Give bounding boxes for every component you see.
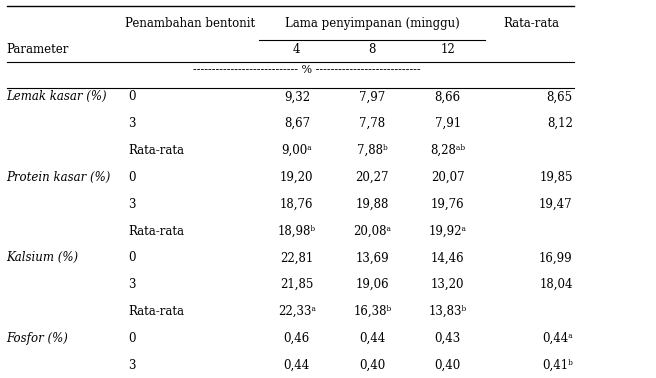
Text: 0: 0 [128, 90, 135, 103]
Text: 19,47: 19,47 [539, 198, 573, 211]
Text: 22,33ᵃ: 22,33ᵃ [278, 305, 316, 318]
Text: 0: 0 [128, 251, 135, 264]
Text: 19,76: 19,76 [431, 198, 464, 211]
Text: 8,28ᵃᵇ: 8,28ᵃᵇ [430, 144, 465, 157]
Text: 3: 3 [128, 117, 135, 130]
Text: 8,65: 8,65 [546, 90, 573, 103]
Text: 20,08ᵃ: 20,08ᵃ [354, 225, 391, 237]
Text: 19,06: 19,06 [356, 278, 389, 291]
Text: Fosfor (%): Fosfor (%) [7, 332, 68, 345]
Text: 19,92ᵃ: 19,92ᵃ [429, 225, 466, 237]
Text: 0: 0 [128, 171, 135, 184]
Text: 22,81: 22,81 [280, 251, 314, 264]
Text: 8: 8 [369, 43, 376, 56]
Text: 0,44: 0,44 [359, 332, 386, 345]
Text: Protein kasar (%): Protein kasar (%) [7, 171, 111, 184]
Text: 0,43: 0,43 [434, 332, 461, 345]
Text: 7,91: 7,91 [435, 117, 461, 130]
Text: 7,97: 7,97 [359, 90, 386, 103]
Text: 0,46: 0,46 [283, 332, 310, 345]
Text: 14,46: 14,46 [431, 251, 464, 264]
Text: 19,20: 19,20 [280, 171, 314, 184]
Text: 0: 0 [128, 332, 135, 345]
Text: 7,88ᵇ: 7,88ᵇ [357, 144, 388, 157]
Text: 3: 3 [128, 359, 135, 372]
Text: 19,88: 19,88 [356, 198, 389, 211]
Text: 12: 12 [440, 43, 455, 56]
Text: 9,00ᵃ: 9,00ᵃ [281, 144, 312, 157]
Text: 0,40: 0,40 [359, 359, 386, 372]
Text: 0,41ᵇ: 0,41ᵇ [542, 359, 573, 372]
Text: 9,32: 9,32 [284, 90, 310, 103]
Text: 18,04: 18,04 [539, 278, 573, 291]
Text: 13,83ᵇ: 13,83ᵇ [428, 305, 467, 318]
Text: 7,78: 7,78 [359, 117, 385, 130]
Text: 16,99: 16,99 [539, 251, 573, 264]
Text: 0,44: 0,44 [283, 359, 310, 372]
Text: 3: 3 [128, 198, 135, 211]
Text: Penambahan bentonit: Penambahan bentonit [125, 17, 255, 30]
Text: Rata-rata: Rata-rata [128, 225, 184, 237]
Text: Rata-rata: Rata-rata [128, 144, 184, 157]
Text: 18,98ᵇ: 18,98ᵇ [277, 225, 316, 237]
Text: 18,76: 18,76 [280, 198, 314, 211]
Text: 13,20: 13,20 [431, 278, 464, 291]
Text: Kalsium (%): Kalsium (%) [7, 251, 79, 264]
Text: Rata-rata: Rata-rata [503, 17, 560, 30]
Text: Parameter: Parameter [7, 43, 69, 56]
Text: 0,40: 0,40 [434, 359, 461, 372]
Text: 20,07: 20,07 [431, 171, 464, 184]
Text: 16,38ᵇ: 16,38ᵇ [353, 305, 392, 318]
Text: Lama penyimpanan (minggu): Lama penyimpanan (minggu) [285, 17, 460, 30]
Text: 8,67: 8,67 [284, 117, 310, 130]
Text: Lemak kasar (%): Lemak kasar (%) [7, 90, 107, 103]
Text: 21,85: 21,85 [280, 278, 314, 291]
Text: ---------------------------- % ----------------------------: ---------------------------- % ---------… [193, 65, 420, 75]
Text: 20,27: 20,27 [356, 171, 389, 184]
Text: 0,44ᵃ: 0,44ᵃ [542, 332, 573, 345]
Text: 4: 4 [293, 43, 300, 56]
Text: 8,66: 8,66 [435, 90, 461, 103]
Text: 8,12: 8,12 [547, 117, 573, 130]
Text: 19,85: 19,85 [539, 171, 573, 184]
Text: 3: 3 [128, 278, 135, 291]
Text: 13,69: 13,69 [356, 251, 389, 264]
Text: Rata-rata: Rata-rata [128, 305, 184, 318]
